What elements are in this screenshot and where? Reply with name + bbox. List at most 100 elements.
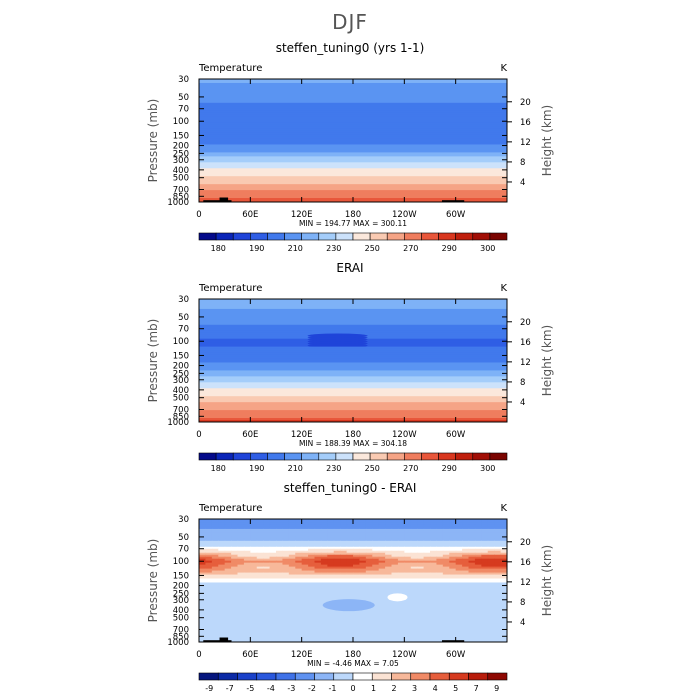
field-cell <box>365 536 373 540</box>
colorbar-swatch <box>232 452 251 461</box>
field-cell <box>250 620 258 623</box>
field-cell <box>269 546 277 550</box>
panel-left-label: Temperature <box>198 283 262 294</box>
field-cell <box>487 614 495 617</box>
field-cell <box>340 634 348 637</box>
field-cell <box>340 628 348 631</box>
field-cell <box>218 540 226 544</box>
y-tick-label: 850 <box>173 632 189 642</box>
field-cell <box>308 630 316 633</box>
field-cell <box>391 608 399 611</box>
field-cell <box>359 598 367 601</box>
field-cell <box>205 538 213 542</box>
field-cell <box>314 550 322 554</box>
field-cell <box>442 528 450 532</box>
field-cell <box>430 538 438 542</box>
field-cell <box>494 568 502 572</box>
field-cell <box>224 596 232 599</box>
field-cell <box>282 624 290 627</box>
field-cell <box>404 624 412 627</box>
field-cell <box>199 578 207 582</box>
field-cell <box>481 546 489 550</box>
field-cell <box>205 600 213 603</box>
field-cell <box>301 606 309 609</box>
field-cell <box>211 618 219 621</box>
field-cell <box>269 604 277 607</box>
field-cell <box>211 596 219 599</box>
field-cell <box>308 536 316 540</box>
field-cell <box>327 626 335 629</box>
field-band <box>199 370 507 374</box>
field-cell <box>327 582 335 586</box>
field-cell <box>449 610 457 613</box>
field-cell <box>263 592 271 595</box>
field-cell <box>417 578 425 582</box>
field-cell <box>250 520 258 524</box>
field-cell <box>359 552 367 556</box>
field-cell <box>199 640 207 642</box>
field-cell <box>205 624 213 627</box>
field-cell <box>359 520 367 524</box>
field-cell <box>449 622 457 625</box>
field-cell <box>320 592 328 595</box>
field-cell <box>449 588 457 592</box>
field-cell <box>365 528 373 532</box>
field-cell <box>211 614 219 617</box>
field-cell <box>199 626 207 629</box>
y-tick-label: 1000 <box>167 418 189 428</box>
field-cell <box>442 620 450 623</box>
field-cell <box>282 524 290 528</box>
field-cell <box>243 530 251 534</box>
field-cell <box>417 608 425 611</box>
field-cell <box>282 584 290 588</box>
field-cell <box>455 536 463 540</box>
field-cell <box>391 558 399 562</box>
field-cell <box>237 526 245 530</box>
field-cell <box>359 616 367 619</box>
field-cell <box>436 596 444 599</box>
field-cell <box>365 628 373 631</box>
field-cell <box>487 576 495 580</box>
field-cell <box>231 626 239 629</box>
field-cell <box>256 600 264 603</box>
field-cell <box>276 548 284 552</box>
colorbar-swatch <box>487 672 508 681</box>
field-cell <box>333 626 341 629</box>
field-cell <box>436 542 444 546</box>
field-cell <box>365 572 373 576</box>
field-cell <box>218 580 226 584</box>
field-cell <box>250 626 258 629</box>
field-cell <box>243 520 251 524</box>
field-cell <box>462 612 470 615</box>
field-cell <box>494 544 502 548</box>
field-cell <box>442 626 450 629</box>
field-cell <box>372 614 380 617</box>
field-cell <box>218 519 226 522</box>
field-cell <box>481 530 489 534</box>
field-cell <box>430 590 438 594</box>
field-cell <box>449 546 457 550</box>
field-cell <box>333 594 341 597</box>
field-cell <box>455 636 463 639</box>
field-cell <box>288 542 296 546</box>
field-cell <box>243 560 251 564</box>
field-cell <box>365 588 373 592</box>
field-cell <box>442 610 450 613</box>
field-cell <box>276 590 284 594</box>
field-cell <box>256 570 264 574</box>
y-tick-label: 700 <box>173 625 189 635</box>
field-cell <box>308 618 316 621</box>
field-cell <box>455 602 463 605</box>
field-cell <box>481 542 489 546</box>
field-cell <box>442 566 450 570</box>
field-cell <box>231 534 239 538</box>
field-cell <box>340 519 348 522</box>
field-band <box>199 398 507 401</box>
field-cell <box>378 638 386 641</box>
field-cell <box>385 566 393 570</box>
field-cell <box>359 556 367 560</box>
field-cell <box>218 600 226 603</box>
field-cell <box>462 538 470 542</box>
field-cell <box>359 584 367 588</box>
field-cell <box>481 572 489 576</box>
